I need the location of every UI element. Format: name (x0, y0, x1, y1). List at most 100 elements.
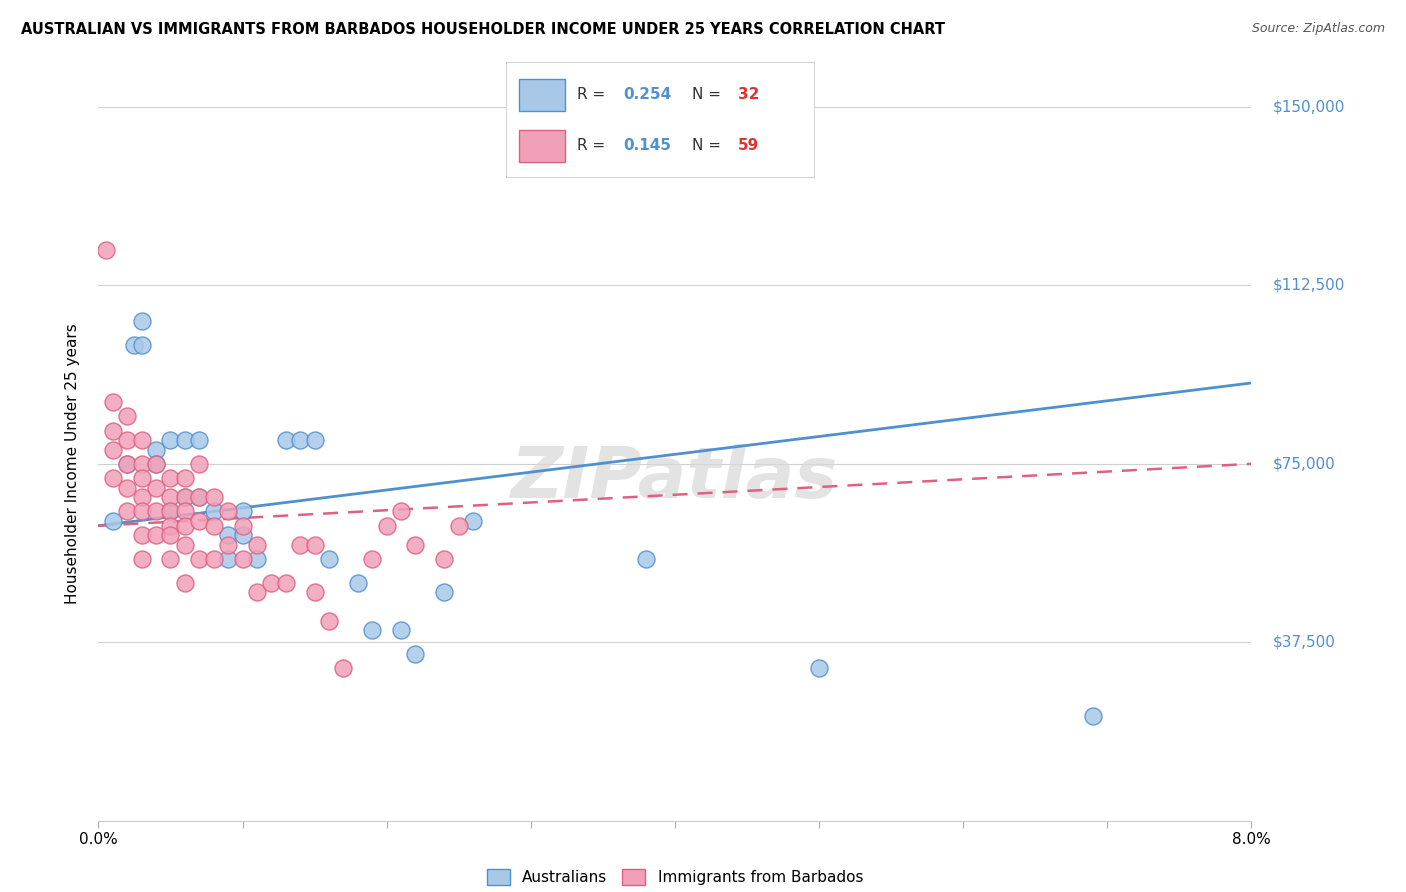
Text: AUSTRALIAN VS IMMIGRANTS FROM BARBADOS HOUSEHOLDER INCOME UNDER 25 YEARS CORRELA: AUSTRALIAN VS IMMIGRANTS FROM BARBADOS H… (21, 22, 945, 37)
Text: R =: R = (578, 87, 606, 103)
Point (124, 338, 146, 352)
Point (188, 457, 211, 471)
Point (117, 481, 138, 495)
Point (389, 624, 412, 638)
Text: $150,000: $150,000 (1272, 100, 1344, 114)
Point (217, 528, 239, 542)
Point (159, 504, 181, 518)
Point (159, 504, 181, 518)
Point (101, 395, 124, 409)
Point (101, 471, 124, 485)
Point (131, 471, 153, 485)
Point (290, 538, 312, 552)
Point (101, 424, 124, 438)
Point (304, 433, 326, 447)
Point (290, 433, 312, 447)
Point (231, 504, 254, 518)
Point (117, 457, 138, 471)
Point (131, 504, 153, 518)
Text: N =: N = (692, 138, 721, 153)
Point (361, 552, 384, 566)
Bar (519, 129, 565, 162)
Point (246, 585, 269, 599)
Point (274, 575, 297, 590)
Point (159, 433, 181, 447)
Point (361, 624, 384, 638)
Point (174, 490, 197, 504)
Point (159, 490, 181, 504)
Point (159, 552, 181, 566)
Point (231, 518, 254, 533)
Point (433, 585, 456, 599)
Point (174, 538, 197, 552)
Point (188, 552, 211, 566)
Point (117, 433, 138, 447)
Point (433, 552, 456, 566)
Text: $75,000: $75,000 (1272, 457, 1336, 471)
Text: N =: N = (692, 87, 721, 103)
Point (131, 490, 153, 504)
Point (131, 457, 153, 471)
Point (202, 518, 225, 533)
Text: 32: 32 (738, 87, 759, 103)
Point (145, 528, 167, 542)
Point (188, 433, 211, 447)
Point (131, 528, 153, 542)
Point (188, 514, 211, 528)
Point (159, 518, 181, 533)
Point (174, 433, 197, 447)
Point (246, 552, 269, 566)
Point (636, 552, 658, 566)
Text: R =: R = (578, 138, 606, 153)
Legend: Australians, Immigrants from Barbados: Australians, Immigrants from Barbados (481, 863, 869, 891)
Point (174, 490, 197, 504)
Point (159, 471, 181, 485)
Point (131, 433, 153, 447)
Point (145, 442, 167, 457)
Bar (519, 78, 565, 112)
Point (231, 552, 254, 566)
Point (332, 661, 354, 675)
Point (260, 575, 283, 590)
Point (217, 538, 239, 552)
Point (217, 504, 239, 518)
Point (188, 490, 211, 504)
Point (174, 575, 197, 590)
Text: $37,500: $37,500 (1272, 635, 1336, 649)
Point (131, 338, 153, 352)
Point (807, 661, 830, 675)
Text: 59: 59 (738, 138, 759, 153)
Point (145, 457, 167, 471)
Point (159, 528, 181, 542)
Point (145, 481, 167, 495)
Point (246, 538, 269, 552)
Point (274, 433, 297, 447)
Point (405, 538, 427, 552)
Point (231, 528, 254, 542)
Text: ZIPatlas: ZIPatlas (512, 443, 838, 513)
Point (318, 552, 340, 566)
Point (131, 314, 153, 328)
Point (131, 552, 153, 566)
Point (101, 514, 124, 528)
Point (101, 442, 124, 457)
Point (117, 409, 138, 424)
Point (304, 538, 326, 552)
Point (447, 518, 470, 533)
Text: $112,500: $112,500 (1272, 278, 1344, 293)
Point (94, 243, 117, 257)
Point (174, 471, 197, 485)
Point (346, 575, 368, 590)
Point (461, 514, 484, 528)
Y-axis label: Householder Income Under 25 years: Householder Income Under 25 years (65, 324, 80, 604)
Text: 0.254: 0.254 (624, 87, 672, 103)
Point (117, 504, 138, 518)
Point (202, 490, 225, 504)
Point (145, 504, 167, 518)
Point (174, 504, 197, 518)
Text: Source: ZipAtlas.com: Source: ZipAtlas.com (1251, 22, 1385, 36)
Point (202, 504, 225, 518)
Point (389, 504, 412, 518)
Point (375, 518, 398, 533)
FancyBboxPatch shape (506, 62, 815, 178)
